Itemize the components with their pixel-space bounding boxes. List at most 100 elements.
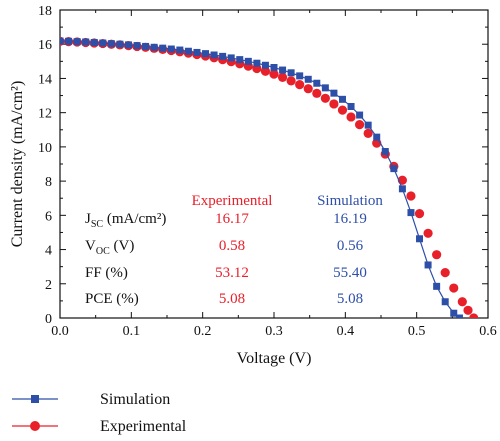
simulation-point (236, 56, 244, 64)
experimental-point (346, 112, 356, 122)
experimental-point (303, 84, 313, 94)
parameter-table: Experimental Simulation JSC (mA/cm²) 16.17 1… (85, 193, 383, 307)
y-tick-label: 14 (38, 72, 52, 87)
experimental-point (463, 305, 473, 315)
simulation-point (330, 89, 338, 97)
experimental-point (440, 268, 450, 278)
simulation-point (287, 69, 295, 77)
simulation-point (261, 61, 269, 69)
table-header-experimental: Experimental (192, 193, 273, 209)
table-value-simulation: 5.08 (337, 291, 363, 307)
simulation-point (184, 47, 192, 55)
simulation-point (65, 37, 73, 45)
experimental-point (469, 313, 479, 318)
simulation-point (347, 103, 355, 111)
experimental-point (286, 76, 296, 86)
x-tick-label: 0.5 (408, 324, 426, 339)
simulation-point (433, 282, 441, 290)
axes: 0.0 0.1 0.2 0.3 0.4 0.5 0.6 0 2 4 6 8 10 12 14 16 18 Volt… (9, 4, 497, 367)
simulation-point (424, 261, 432, 269)
simulation-point (159, 44, 167, 52)
simulation-point (373, 133, 381, 141)
simulation-point (60, 37, 64, 45)
series-group (60, 36, 479, 318)
simulation-point (90, 39, 98, 47)
experimental-point (269, 69, 279, 79)
table-value-simulation: 16.19 (333, 211, 367, 227)
experimental-point (363, 128, 373, 138)
simulation-point (244, 57, 252, 65)
simulation-point (416, 235, 424, 243)
experimental-point (295, 80, 305, 90)
experimental-point (406, 191, 416, 201)
y-tick-label: 8 (45, 175, 52, 190)
experimental-point (355, 120, 365, 130)
simulation-point (455, 314, 463, 318)
simulation-point (107, 40, 115, 48)
simulation-point (176, 46, 184, 54)
y-tick-label: 0 (45, 312, 52, 327)
simulation-point (304, 75, 312, 83)
x-tick-label: 0.3 (265, 324, 283, 339)
simulation-point (441, 298, 449, 306)
table-row-label: PCE (%) (85, 291, 139, 307)
legend-label: Experimental (100, 418, 187, 435)
table-row-label: FF (%) (85, 265, 128, 281)
table-value-experimental: 0.58 (219, 238, 245, 254)
simulation-point (364, 121, 372, 129)
simulation-point (270, 63, 278, 71)
legend: Simulation Experimental (12, 391, 187, 435)
simulation-point (193, 48, 201, 56)
legend-label: Simulation (100, 391, 170, 408)
simulation-point (279, 66, 287, 74)
legend-marker-square (31, 395, 39, 403)
y-tick-label: 16 (38, 38, 52, 53)
table-value-experimental: 16.17 (215, 211, 249, 227)
experimental-point (423, 228, 433, 238)
experimental-point (449, 283, 459, 293)
experimental-point (312, 88, 322, 98)
experimental-point (337, 105, 348, 115)
experimental-point (432, 250, 442, 260)
simulation-point (150, 43, 158, 51)
x-axis-title: Voltage (V) (237, 350, 312, 367)
simulation-point (407, 209, 415, 217)
y-tick-label: 4 (45, 244, 52, 259)
simulation-point (253, 59, 261, 67)
simulation-point (210, 51, 218, 59)
y-tick-label: 10 (38, 141, 52, 156)
simulation-point (116, 40, 124, 48)
x-tick-label: 0.1 (123, 324, 141, 339)
simulation-point (296, 72, 304, 80)
simulation-point (99, 39, 107, 47)
table-value-experimental: 53.12 (215, 265, 249, 281)
y-tick-label: 18 (38, 4, 52, 19)
legend-marker-circle (30, 421, 40, 431)
table-row-label: JSC (mA/cm²) (85, 211, 166, 230)
table-value-simulation: 0.56 (337, 238, 364, 254)
simulation-point (338, 95, 346, 103)
y-tick-label: 2 (45, 278, 52, 293)
table-header-simulation: Simulation (317, 193, 383, 209)
x-tick-label: 0.0 (51, 324, 69, 339)
y-axis-title: Current density (mA/cm²) (9, 81, 26, 248)
table-value-simulation: 55.40 (333, 265, 367, 281)
simulation-point (450, 309, 458, 317)
experimental-point (414, 209, 425, 219)
simulation-point (82, 38, 90, 46)
experimental-point (329, 99, 339, 109)
x-tick-label: 0.6 (479, 324, 497, 339)
y-tick-label: 12 (38, 107, 52, 122)
table-value-experimental: 5.08 (219, 291, 245, 307)
simulation-point (142, 42, 150, 50)
simulation-point (73, 38, 81, 46)
table-row-label: VOC (V) (85, 238, 134, 257)
simulation-point (219, 52, 227, 60)
simulation-point (227, 54, 235, 62)
x-tick-label: 0.4 (337, 324, 355, 339)
x-tick-label: 0.2 (194, 324, 212, 339)
simulation-point (167, 45, 175, 53)
simulation-point (133, 42, 141, 50)
simulation-point (356, 111, 364, 119)
